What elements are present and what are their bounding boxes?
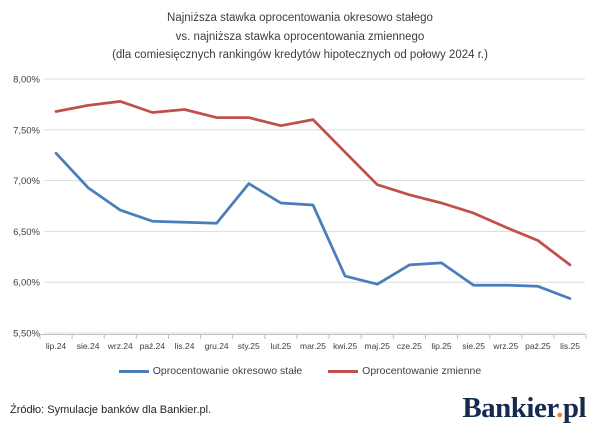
bankier-logo-text2: pl [562, 392, 587, 424]
x-tick-label: sie.24 [77, 341, 100, 351]
x-tick-label: lut.25 [270, 341, 291, 351]
legend-item-fixed: Oprocentowanie okresowo stałe [118, 365, 303, 377]
bankier-logo-dot: . [556, 392, 563, 424]
y-tick-label: 6,00% [13, 278, 40, 289]
x-tick-label: kwi.25 [333, 341, 357, 351]
x-tick-label: lis.24 [175, 341, 195, 351]
series-line-variable-rate [54, 100, 572, 267]
x-tick-label: wrz.24 [107, 341, 133, 351]
legend: Oprocentowanie okresowo stałe Oprocentow… [0, 365, 600, 377]
y-tick-label: 7,50% [13, 125, 40, 136]
bankier-logo: Bankier.pl [462, 392, 586, 425]
x-tick-label: paź.24 [140, 341, 166, 351]
legend-marker-variable-icon [328, 369, 359, 373]
chart-title-line2: vs. najniższa stawka oprocentowania zmie… [175, 30, 425, 43]
y-tick-label: 5,50% [13, 329, 40, 340]
chart-title-line3: (dla comiesięcznych rankingów kredytów h… [112, 49, 488, 61]
x-tick-label: sty.25 [238, 341, 260, 351]
x-tick-label: gru.24 [205, 341, 229, 351]
bankier-logo-text1: Bankier [462, 392, 557, 424]
x-tick-label: wrz.25 [492, 341, 518, 351]
x-tick-label: mar.25 [300, 341, 326, 351]
legend-marker-fixed-icon [118, 369, 149, 373]
x-tick-label: paź.25 [525, 341, 551, 351]
x-tick-label: lis.25 [560, 341, 580, 351]
y-tick-label: 7,00% [13, 176, 40, 187]
chart-title-line1: Najniższa stawka oprocentowania okresowo… [167, 12, 433, 24]
chart-title: Najniższa stawka oprocentowania okresowo… [0, 9, 600, 65]
series-line-fixed-rate [54, 151, 572, 300]
x-tick-label: maj.25 [364, 341, 390, 351]
y-tick-label: 8,00% [13, 75, 40, 86]
x-tick-label: sie.25 [462, 341, 485, 351]
legend-label-fixed: Oprocentowanie okresowo stałe [152, 365, 303, 377]
x-tick-label: lip.24 [46, 341, 67, 351]
x-tick-label: lip.25 [431, 341, 452, 351]
legend-label-variable: Oprocentowanie zmienne [362, 365, 482, 377]
legend-item-variable: Oprocentowanie zmienne [328, 365, 481, 377]
y-tick-label: 6,50% [13, 227, 40, 238]
x-tick-label: cze.25 [397, 341, 422, 351]
source-note: Źródło: Symulacje banków dla Bankier.pl. [10, 404, 212, 416]
